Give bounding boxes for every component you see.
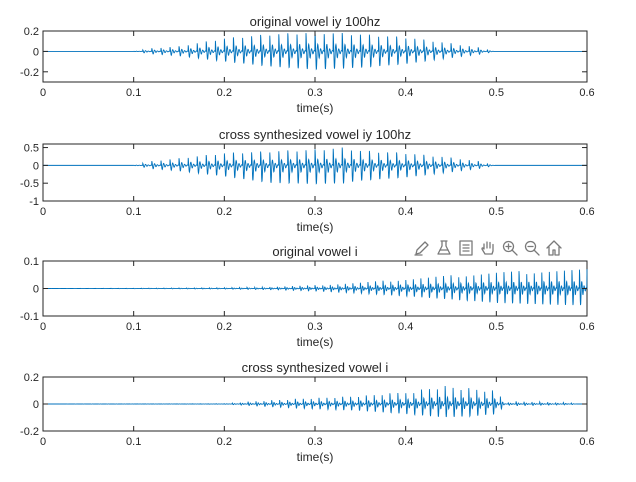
x-tick-label: 0.5: [489, 321, 504, 333]
y-tick-label: 0: [33, 160, 39, 172]
signal-line: [43, 269, 588, 306]
y-tick-label: 0.2: [24, 26, 39, 38]
x-tick-label: 0.5: [489, 436, 504, 448]
subplot-title: cross synthesized vowel i: [242, 360, 389, 375]
x-tick-label: 0.6: [579, 87, 594, 99]
x-tick-label: 0.4: [398, 436, 413, 448]
x-axis-label: time(s): [297, 101, 334, 115]
subplot-title: cross synthesized vowel iy 100hz: [219, 127, 411, 142]
edit-plot-icon: [414, 241, 429, 256]
subplot-title: original vowel i: [272, 244, 357, 259]
subplot-title: original vowel iy 100hz: [250, 14, 381, 29]
x-tick-label: 0.2: [217, 436, 232, 448]
insert-legend-icon: [437, 240, 451, 255]
insert-colorbar-button[interactable]: [456, 238, 476, 258]
y-tick-label: 0: [33, 284, 39, 296]
x-tick-label: 0.5: [489, 206, 504, 218]
x-axis-label: time(s): [297, 450, 334, 464]
edit-plot-button[interactable]: [412, 238, 432, 258]
zoom-in-button[interactable]: [500, 238, 520, 258]
home-icon: [546, 240, 562, 256]
y-tick-label: 0.1: [24, 256, 39, 268]
x-tick-label: 0.6: [579, 436, 594, 448]
restore-view-button[interactable]: [544, 238, 564, 258]
x-tick-label: 0.1: [126, 87, 141, 99]
pan-button[interactable]: [478, 238, 498, 258]
x-tick-label: 0.6: [579, 206, 594, 218]
x-tick-label: 0.5: [489, 87, 504, 99]
signal-line: [43, 385, 587, 418]
x-tick-label: 0.4: [398, 321, 413, 333]
signal-line: [43, 147, 587, 185]
y-tick-label: -0.2: [20, 426, 39, 438]
y-tick-label: -0.1: [20, 311, 39, 323]
insert-legend-button[interactable]: [434, 238, 454, 258]
x-tick-label: 0.4: [398, 87, 413, 99]
x-tick-label: 0.1: [126, 436, 141, 448]
x-tick-label: 0.3: [307, 87, 322, 99]
y-tick-label: -1: [29, 196, 39, 208]
zoom-out-icon: [524, 240, 540, 256]
x-tick-label: 0: [40, 87, 46, 99]
y-tick-label: 0: [33, 399, 39, 411]
x-tick-label: 0.3: [307, 206, 322, 218]
x-tick-label: 0.2: [217, 206, 232, 218]
x-axis-label: time(s): [297, 220, 334, 234]
x-axis-label: time(s): [297, 335, 334, 349]
y-tick-label: -0.2: [20, 67, 39, 79]
x-tick-label: 0.3: [307, 321, 322, 333]
y-tick-label: -0.5: [20, 178, 39, 190]
x-tick-label: 0.4: [398, 206, 413, 218]
x-tick-label: 0: [40, 206, 46, 218]
x-tick-label: 0.2: [217, 87, 232, 99]
pan-hand-icon: [481, 241, 494, 255]
insert-colorbar-icon: [459, 240, 473, 256]
x-tick-label: 0.3: [307, 436, 322, 448]
x-tick-label: 0.1: [126, 321, 141, 333]
x-tick-label: 0.1: [126, 206, 141, 218]
x-tick-label: 0: [40, 321, 46, 333]
y-tick-label: 0.5: [24, 143, 39, 155]
x-tick-label: 0: [40, 436, 46, 448]
subplot-2[interactable]: 0 0.1 0.2 0.3 0.4 0.5 0.6 0.5 0 -0.5 -1 cross synth…: [20, 127, 595, 234]
axes-toolbar: [412, 238, 564, 260]
y-tick-label: 0.2: [24, 372, 39, 384]
x-tick-label: 0.6: [579, 321, 594, 333]
zoom-in-icon: [502, 240, 518, 256]
zoom-out-button[interactable]: [522, 238, 542, 258]
x-tick-label: 0.2: [217, 321, 232, 333]
y-tick-label: 0: [33, 46, 39, 58]
